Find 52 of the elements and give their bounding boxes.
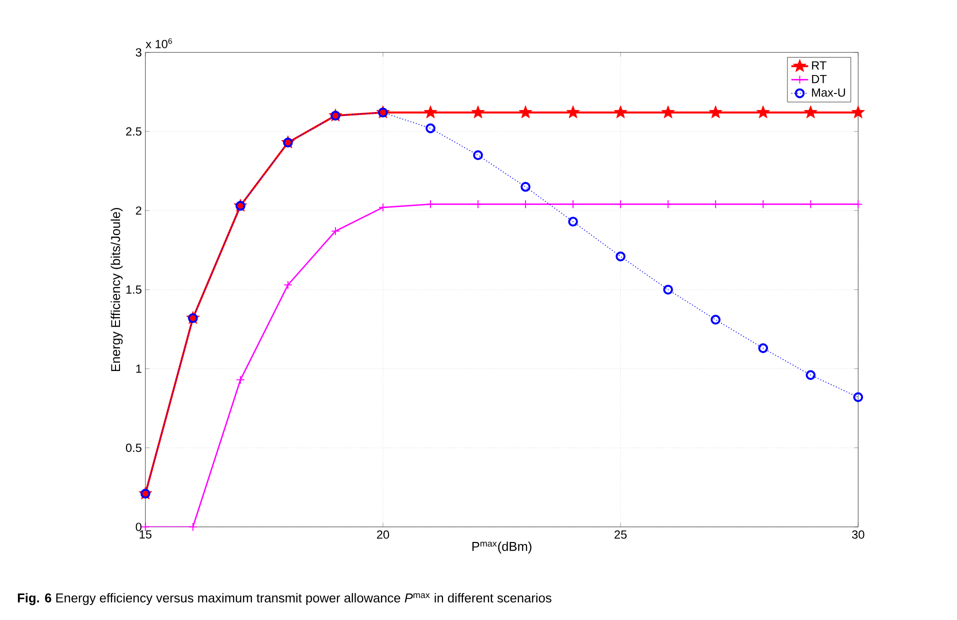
point xyxy=(331,226,340,236)
y-tick-label: 2.5 xyxy=(126,127,142,136)
y-axis-title: Energy Efficiency (bits/Joule) xyxy=(110,208,123,372)
point xyxy=(471,105,485,118)
legend-label: DT xyxy=(812,75,827,84)
point xyxy=(473,150,483,160)
y-tick-label: 1.5 xyxy=(126,286,142,294)
y-tick-label: 3 xyxy=(136,48,142,57)
point xyxy=(424,105,438,118)
y-tick-label: 0.5 xyxy=(126,444,142,452)
text: Fig. 6 Energy efficiency versus maximum transmit power allowance P$^{max}$ in different scenarios xyxy=(18,593,552,606)
point xyxy=(378,203,388,212)
point xyxy=(710,314,721,325)
point xyxy=(853,392,864,402)
point xyxy=(378,108,388,118)
point xyxy=(284,280,292,290)
point xyxy=(518,105,532,118)
y-tick-label: 0 xyxy=(136,522,142,532)
point xyxy=(566,105,580,118)
point xyxy=(188,522,198,532)
point xyxy=(616,200,625,209)
point xyxy=(806,200,816,209)
point xyxy=(520,182,530,192)
y-tick-label: 2 xyxy=(136,206,142,215)
point xyxy=(758,343,768,354)
x-tick-label: 20 xyxy=(376,530,390,539)
point xyxy=(616,252,626,262)
x-tick-label: 25 xyxy=(614,530,627,539)
x-axis-title: P$^{max}$(dBm) xyxy=(472,542,532,554)
point xyxy=(236,375,245,384)
point xyxy=(708,105,722,118)
point xyxy=(661,105,675,118)
point xyxy=(614,105,628,118)
point xyxy=(663,284,674,295)
text: x 10$^{6}$ xyxy=(146,38,172,48)
x-tick-label: 15 xyxy=(140,530,152,539)
point xyxy=(664,200,673,209)
point xyxy=(806,370,816,380)
point xyxy=(854,200,863,209)
point xyxy=(804,105,818,118)
point xyxy=(756,105,770,118)
y-tick-label: 1 xyxy=(136,364,142,373)
point xyxy=(851,105,865,118)
legend-label: RT xyxy=(812,61,826,70)
point xyxy=(568,200,578,209)
point xyxy=(568,216,578,227)
x-tick-label: 30 xyxy=(852,530,864,539)
point xyxy=(758,200,768,209)
point xyxy=(426,123,436,134)
point xyxy=(521,200,530,209)
point xyxy=(711,200,720,209)
legend-label: Max-U xyxy=(812,88,845,97)
